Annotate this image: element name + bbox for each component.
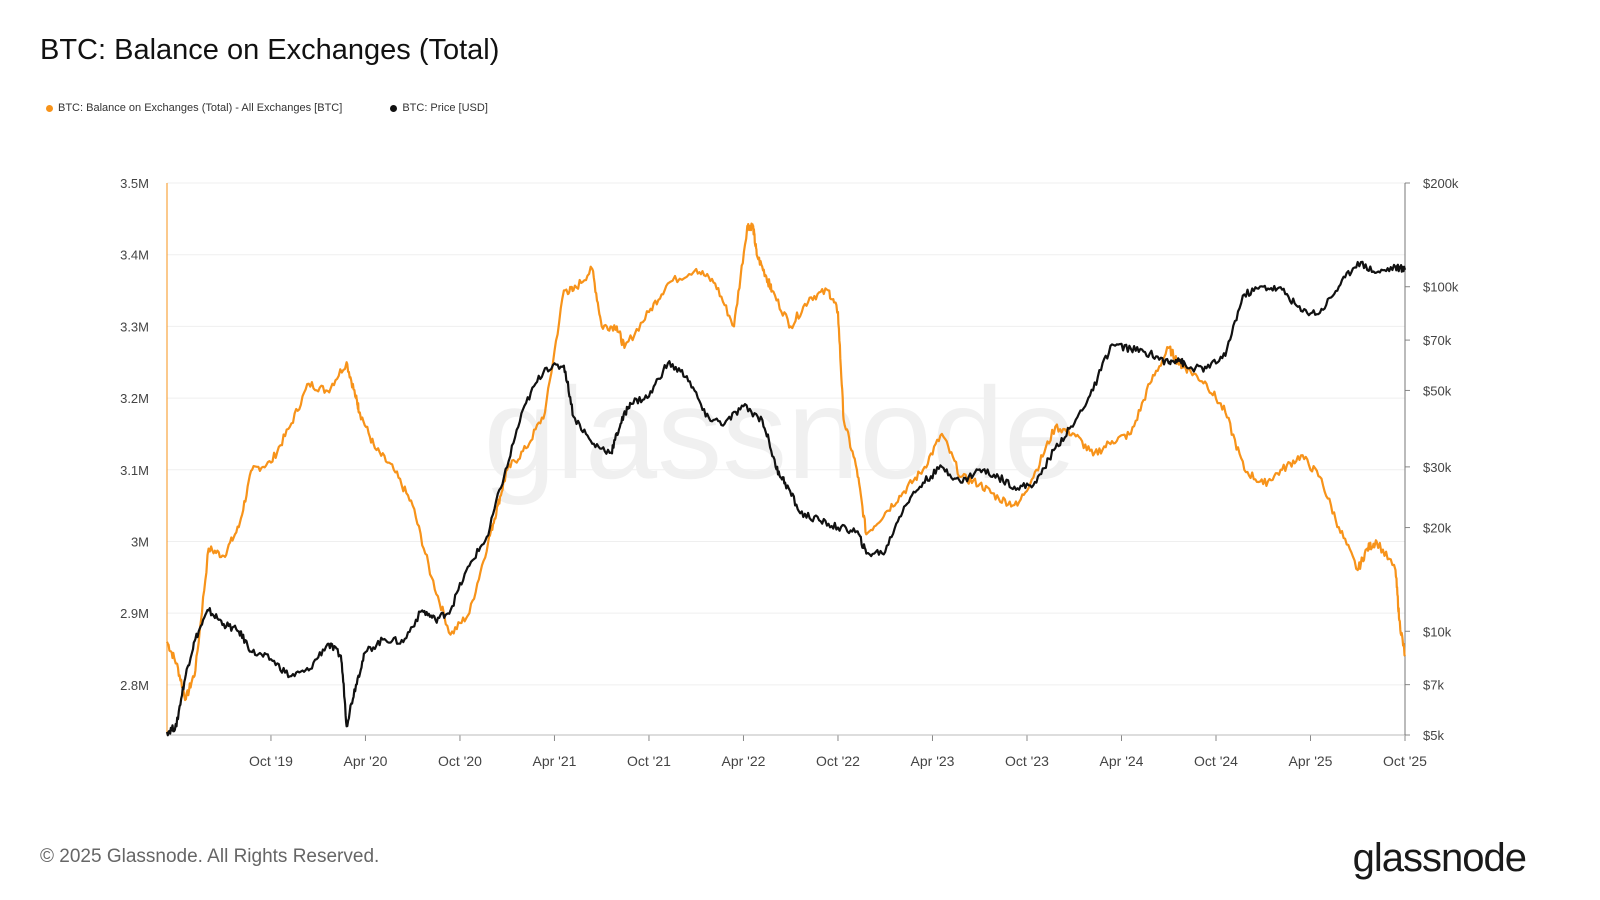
series-line-price bbox=[165, 260, 1407, 737]
legend-dot-price bbox=[390, 104, 398, 112]
y-right-tick-label-8: $5k bbox=[1423, 728, 1444, 743]
y-right-tick-label-2: $70k bbox=[1423, 333, 1452, 348]
y-left-tick-label-7: 2.8M bbox=[120, 678, 149, 693]
y-right-tick-label-0: $200k bbox=[1423, 176, 1459, 191]
legend-item-price[interactable]: BTC: Price [USD] bbox=[390, 102, 488, 114]
watermark: glassnode bbox=[484, 360, 1077, 506]
y-right-tick-label-5: $20k bbox=[1423, 521, 1452, 536]
x-tick-label-7: Apr '23 bbox=[911, 753, 955, 769]
y-left-tick-label-1: 3.4M bbox=[120, 248, 149, 263]
x-tick-label-9: Apr '24 bbox=[1100, 753, 1144, 769]
x-tick-label-10: Oct '24 bbox=[1194, 753, 1238, 769]
x-tick-label-11: Apr '25 bbox=[1289, 753, 1333, 769]
y-right-tick-label-4: $30k bbox=[1423, 460, 1452, 475]
legend-label-balance: BTC: Balance on Exchanges (Total) - All … bbox=[58, 102, 343, 114]
axes: 3.5M 3.4M 3.3M 3.2M 3.1M 3M 2.9M 2.8M $200k $100k… bbox=[120, 176, 1459, 769]
legend-label-price: BTC: Price [USD] bbox=[402, 102, 488, 114]
x-tick-label-1: Apr '20 bbox=[343, 753, 387, 769]
legend-item-balance[interactable]: BTC: Balance on Exchanges (Total) - All … bbox=[46, 102, 342, 114]
x-tick-label-0: Oct '19 bbox=[249, 753, 293, 769]
glassnode-logo[interactable]: glassnode bbox=[1352, 836, 1527, 880]
copyright-footer: © 2025 Glassnode. All Rights Reserved. bbox=[40, 846, 380, 867]
y-right-tick-label-7: $7k bbox=[1423, 678, 1444, 693]
y-right-tick-label-3: $50k bbox=[1423, 383, 1452, 398]
y-left-tick-label-5: 3M bbox=[131, 534, 149, 549]
x-tick-label-12: Oct '25 bbox=[1383, 753, 1427, 769]
y-left-tick-label-2: 3.3M bbox=[120, 319, 149, 334]
gridlines bbox=[167, 182, 1405, 686]
legend: BTC: Balance on Exchanges (Total) - All … bbox=[46, 102, 488, 114]
y-left-tick-label-6: 2.9M bbox=[120, 606, 149, 621]
x-tick-label-8: Oct '23 bbox=[1005, 753, 1049, 769]
y-left-tick-label-3: 3.2M bbox=[120, 391, 149, 406]
series-line-balance bbox=[165, 222, 1406, 702]
y-right-tick-label-6: $10k bbox=[1423, 624, 1452, 639]
x-tick-label-3: Apr '21 bbox=[533, 753, 577, 769]
y-left-tick-label-0: 3.5M bbox=[120, 176, 149, 191]
x-tick-label-2: Oct '20 bbox=[438, 753, 482, 769]
x-tick-label-4: Oct '21 bbox=[627, 753, 671, 769]
x-tick-label-6: Oct '22 bbox=[816, 753, 860, 769]
y-right-tick-label-1: $100k bbox=[1423, 280, 1459, 295]
legend-dot-balance bbox=[46, 104, 53, 112]
x-tick-label-5: Apr '22 bbox=[722, 753, 766, 769]
series-group bbox=[165, 222, 1407, 737]
chart-title: BTC: Balance on Exchanges (Total) bbox=[40, 34, 500, 66]
y-left-tick-label-4: 3.1M bbox=[120, 463, 149, 478]
